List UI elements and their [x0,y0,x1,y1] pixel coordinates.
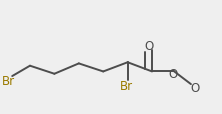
Text: Br: Br [119,80,133,93]
Text: O: O [144,40,153,53]
Text: O: O [190,81,200,94]
Text: Br: Br [2,74,15,87]
Text: O: O [168,67,177,80]
